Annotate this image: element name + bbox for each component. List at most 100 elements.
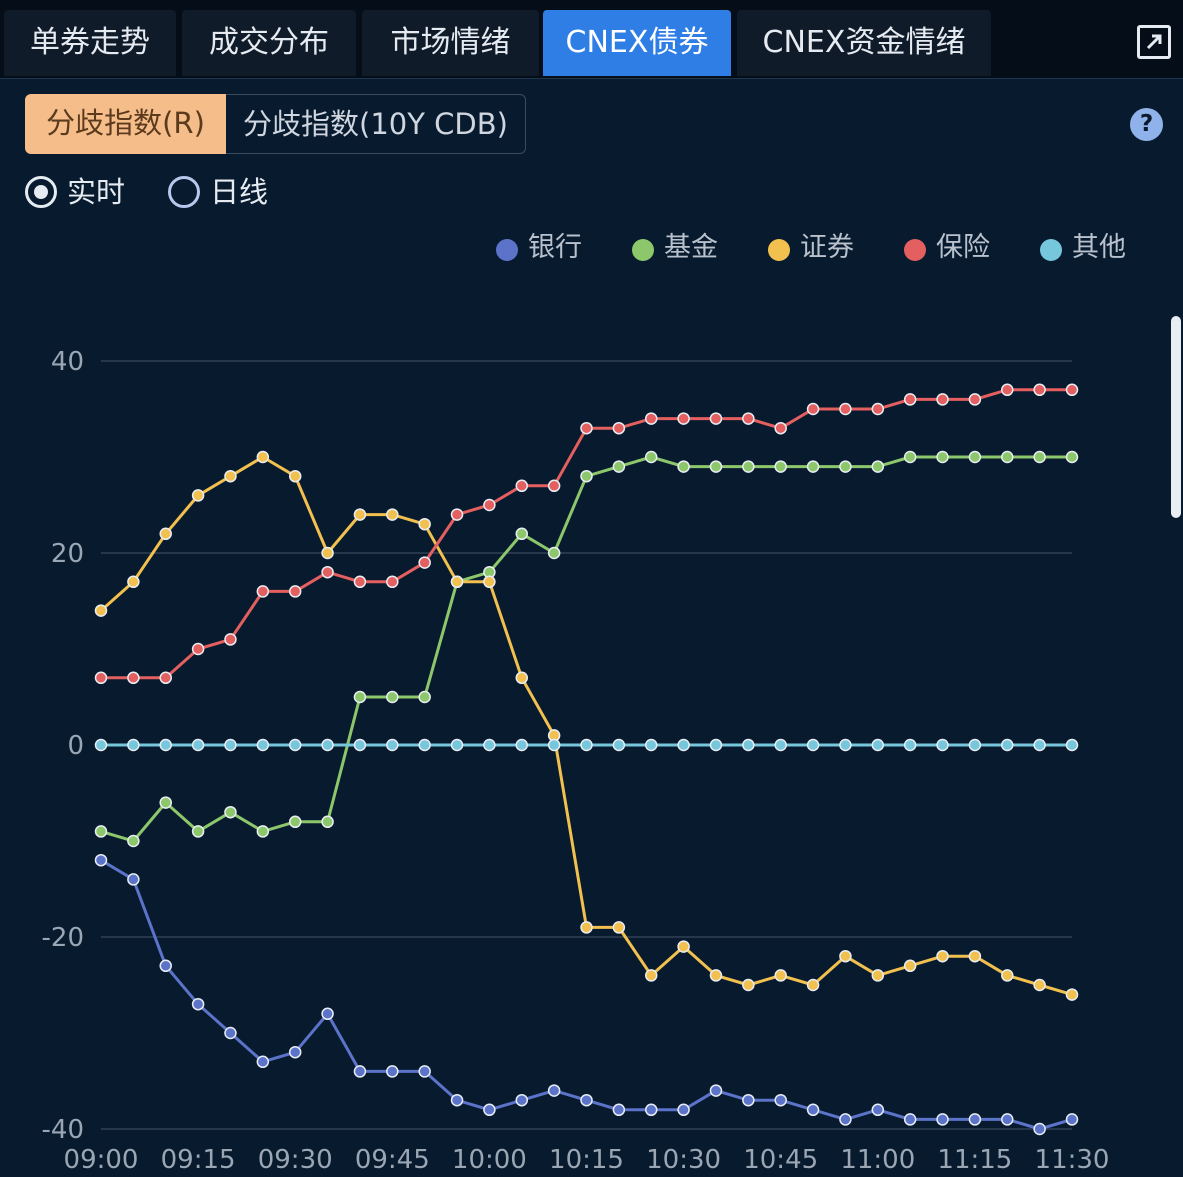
series-line [100, 858, 1073, 1131]
data-point [450, 575, 464, 589]
data-point [677, 460, 690, 473]
data-point [709, 412, 723, 425]
x-tick-label: 10:45 [743, 1145, 818, 1175]
data-point [903, 450, 917, 464]
data-point [288, 1045, 302, 1059]
data-point [968, 738, 982, 752]
x-tick-label: 09:00 [64, 1145, 139, 1175]
data-point [386, 508, 399, 521]
data-point [806, 738, 820, 752]
data-point [612, 738, 626, 752]
data-point [774, 460, 787, 473]
data-point [94, 738, 108, 752]
data-point [709, 460, 723, 473]
radio-daily[interactable]: 日线 [168, 172, 288, 212]
data-point [1001, 1113, 1014, 1126]
data-point [612, 921, 626, 934]
data-point [644, 1103, 658, 1117]
data-point [839, 949, 852, 963]
data-point [127, 738, 140, 752]
data-point [418, 1065, 431, 1078]
data-point [483, 1103, 496, 1117]
data-point [806, 978, 820, 992]
data-point [191, 738, 205, 752]
data-point [547, 546, 561, 560]
tab-cnex-fund-sentiment[interactable]: CNEX资金情绪 [737, 10, 991, 76]
data-point [742, 978, 755, 992]
data-point [353, 690, 367, 704]
data-point [580, 469, 593, 483]
data-point [774, 738, 787, 752]
radio-realtime[interactable]: 实时 [25, 172, 145, 212]
data-point [191, 997, 205, 1011]
segment-divergence-10y-cdb[interactable]: 分歧指数(10Y CDB) [226, 94, 526, 154]
data-point [677, 940, 690, 953]
data-point [159, 671, 172, 685]
tab-market-sentiment[interactable]: 市场情绪 [362, 10, 539, 76]
data-point [839, 738, 852, 752]
scrollbar-thumb[interactable] [1171, 316, 1181, 518]
data-point [806, 402, 820, 416]
data-point [709, 1084, 723, 1097]
data-point [94, 825, 108, 838]
data-point [871, 738, 885, 752]
data-point [483, 575, 496, 589]
data-point [677, 1103, 690, 1117]
data-point [127, 834, 140, 848]
data-point [774, 421, 787, 435]
segment-divergence-r[interactable]: 分歧指数(R) [25, 94, 226, 154]
data-point [1033, 1122, 1046, 1136]
data-point [742, 1093, 755, 1107]
data-point [386, 575, 399, 589]
tab-cnex-bond[interactable]: CNEX债券 [543, 10, 731, 76]
data-point [321, 565, 334, 579]
radio-checked-icon [25, 176, 57, 208]
tab-single-bond-trend[interactable]: 单券走势 [4, 10, 176, 76]
data-point [547, 479, 561, 493]
x-tick-label: 11:15 [937, 1145, 1012, 1175]
data-point [127, 575, 140, 589]
data-point [903, 393, 917, 406]
data-point [386, 690, 399, 704]
data-point [774, 969, 787, 982]
data-point [224, 1026, 237, 1040]
data-point [515, 671, 529, 685]
data-point [353, 575, 367, 589]
data-point [806, 1103, 820, 1117]
data-point [871, 1103, 885, 1117]
data-point [418, 556, 431, 569]
data-point [321, 815, 334, 829]
data-point [450, 738, 464, 752]
tab-trade-distribution[interactable]: 成交分布 [182, 10, 356, 76]
data-point [547, 1084, 561, 1097]
data-point [515, 738, 529, 752]
data-point [483, 738, 496, 752]
data-point [1065, 1113, 1079, 1126]
data-point [515, 1093, 529, 1107]
data-point [1065, 450, 1079, 464]
data-point [1065, 383, 1079, 397]
data-point [191, 642, 205, 656]
expand-icon[interactable] [1137, 25, 1171, 59]
help-icon[interactable]: ? [1130, 108, 1163, 141]
y-tick-label: -20 [42, 923, 84, 953]
data-point [94, 853, 108, 867]
data-point [677, 738, 690, 752]
data-point [839, 402, 852, 416]
data-point [936, 949, 949, 963]
data-point [159, 527, 172, 541]
data-point [742, 460, 755, 473]
y-tick-label: -40 [42, 1115, 84, 1145]
data-point [321, 1007, 334, 1021]
data-point [839, 460, 852, 473]
data-point [224, 738, 237, 752]
data-point [256, 450, 270, 464]
data-point [644, 969, 658, 982]
x-tick-label: 09:30 [258, 1145, 333, 1175]
data-point [1033, 738, 1046, 752]
data-point [224, 469, 237, 483]
data-point [288, 469, 302, 483]
data-point [1001, 383, 1014, 397]
y-tick-label: 0 [67, 731, 84, 761]
